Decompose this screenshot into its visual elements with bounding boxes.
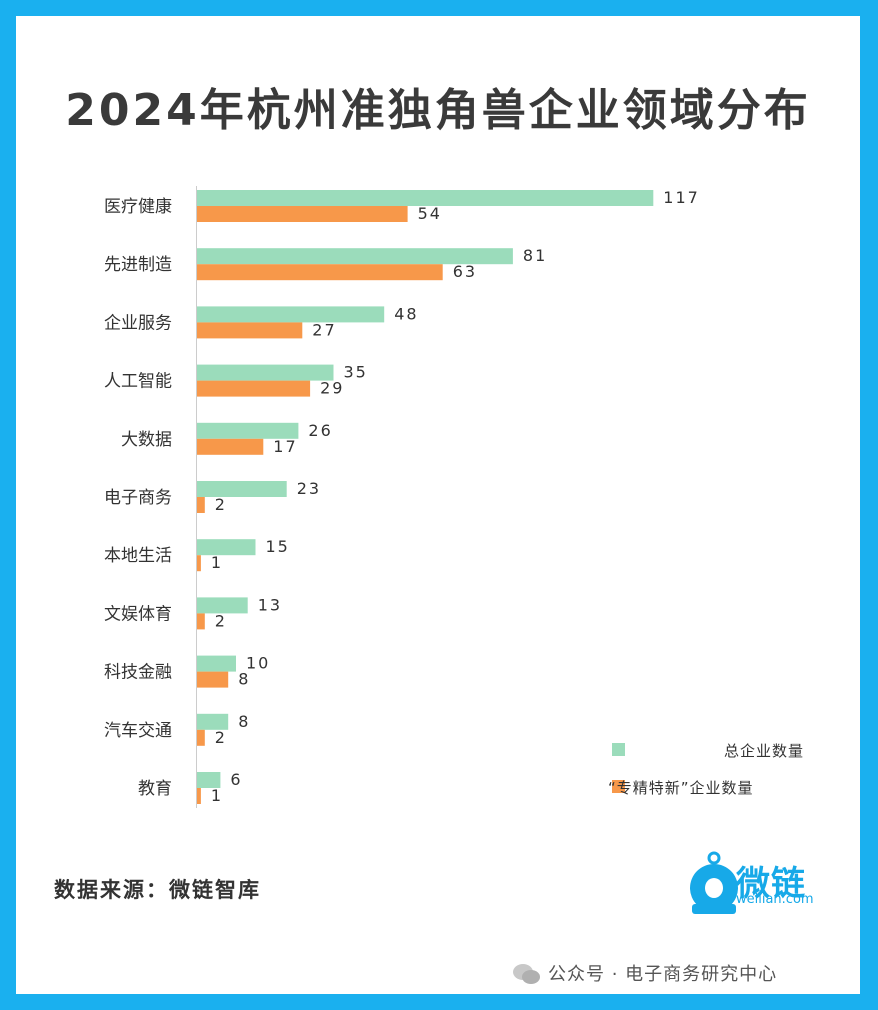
infographic-page: 2024年杭州准独角兽企业领域分布 医疗健康 117 54 先进制造 81 63 企业服务 4… (16, 16, 860, 994)
wechat-icon (513, 964, 540, 984)
bar-total (197, 539, 256, 556)
logo-domain: weilian.com (736, 892, 814, 907)
category-label: 汽车交通 (104, 721, 172, 741)
data-label-total: 15 (266, 537, 290, 556)
data-label-total: 23 (297, 479, 321, 498)
bar-total (197, 481, 287, 497)
bar-special (197, 729, 205, 746)
bar-total (197, 655, 236, 672)
bar-special (197, 380, 311, 397)
bar-special (197, 264, 443, 281)
data-label-special: 2 (215, 495, 227, 514)
category-label: 科技金融 (104, 663, 172, 683)
data-label-special: 27 (312, 320, 336, 339)
data-label-total: 10 (246, 654, 270, 673)
data-source: 数据来源：微链智库 (54, 878, 261, 902)
category-label: 医疗健康 (104, 197, 172, 217)
data-label-total: 35 (344, 363, 368, 382)
bar-special (197, 788, 201, 804)
watermark-text: 公众号 · 电子商务研究中心 (548, 964, 778, 985)
bar-special (197, 497, 205, 513)
data-label-special: 1 (211, 786, 223, 805)
logo-name: 微链 (736, 864, 806, 904)
category-label: 企业服务 (104, 313, 172, 333)
data-label-total: 13 (258, 595, 282, 614)
bar-total (197, 306, 385, 323)
legend-swatch-total (612, 743, 625, 756)
data-label-total: 8 (238, 712, 250, 731)
bar-special (197, 555, 201, 572)
category-label: 大数据 (121, 430, 172, 450)
category-label: 教育 (138, 779, 172, 799)
legend-swatch-special (612, 780, 625, 793)
legend-label-total: 总企业数量 (724, 742, 804, 760)
data-label-total: 117 (663, 188, 700, 207)
data-label-total: 26 (308, 421, 332, 440)
bar-total (197, 190, 654, 206)
category-label: 本地生活 (104, 546, 172, 566)
category-label: 文娱体育 (104, 604, 172, 624)
bar-total (197, 248, 513, 265)
bar-special (197, 613, 205, 630)
category-label: 人工智能 (104, 372, 172, 392)
data-label-special: 2 (215, 728, 227, 747)
chart-title: 2024年杭州准独角兽企业领域分布 (65, 85, 811, 136)
bar-total (197, 364, 334, 381)
data-label-special: 8 (238, 670, 250, 689)
data-label-total: 48 (394, 304, 418, 323)
bar-special (197, 206, 408, 222)
category-label: 电子商务 (104, 488, 172, 508)
data-label-special: 29 (320, 379, 344, 398)
data-label-special: 1 (211, 553, 223, 572)
data-label-special: 17 (273, 437, 297, 456)
data-label-total: 6 (230, 770, 242, 789)
bar-total (197, 713, 229, 730)
data-label-special: 63 (453, 262, 477, 281)
bar-special (197, 671, 229, 688)
data-label-special: 54 (418, 204, 442, 223)
bar-total (197, 597, 248, 614)
weilian-logo-icon (690, 851, 738, 914)
bar-total (197, 422, 299, 439)
legend: 总企业数量 “专精特新”企业数量 (608, 742, 804, 797)
data-label-total: 81 (523, 246, 547, 265)
bar-special (197, 438, 264, 455)
category-label: 先进制造 (104, 255, 172, 275)
data-label-special: 2 (215, 611, 227, 630)
bar-special (197, 322, 303, 339)
bar-total (197, 772, 221, 788)
legend-label-special: “专精特新”企业数量 (608, 779, 754, 797)
